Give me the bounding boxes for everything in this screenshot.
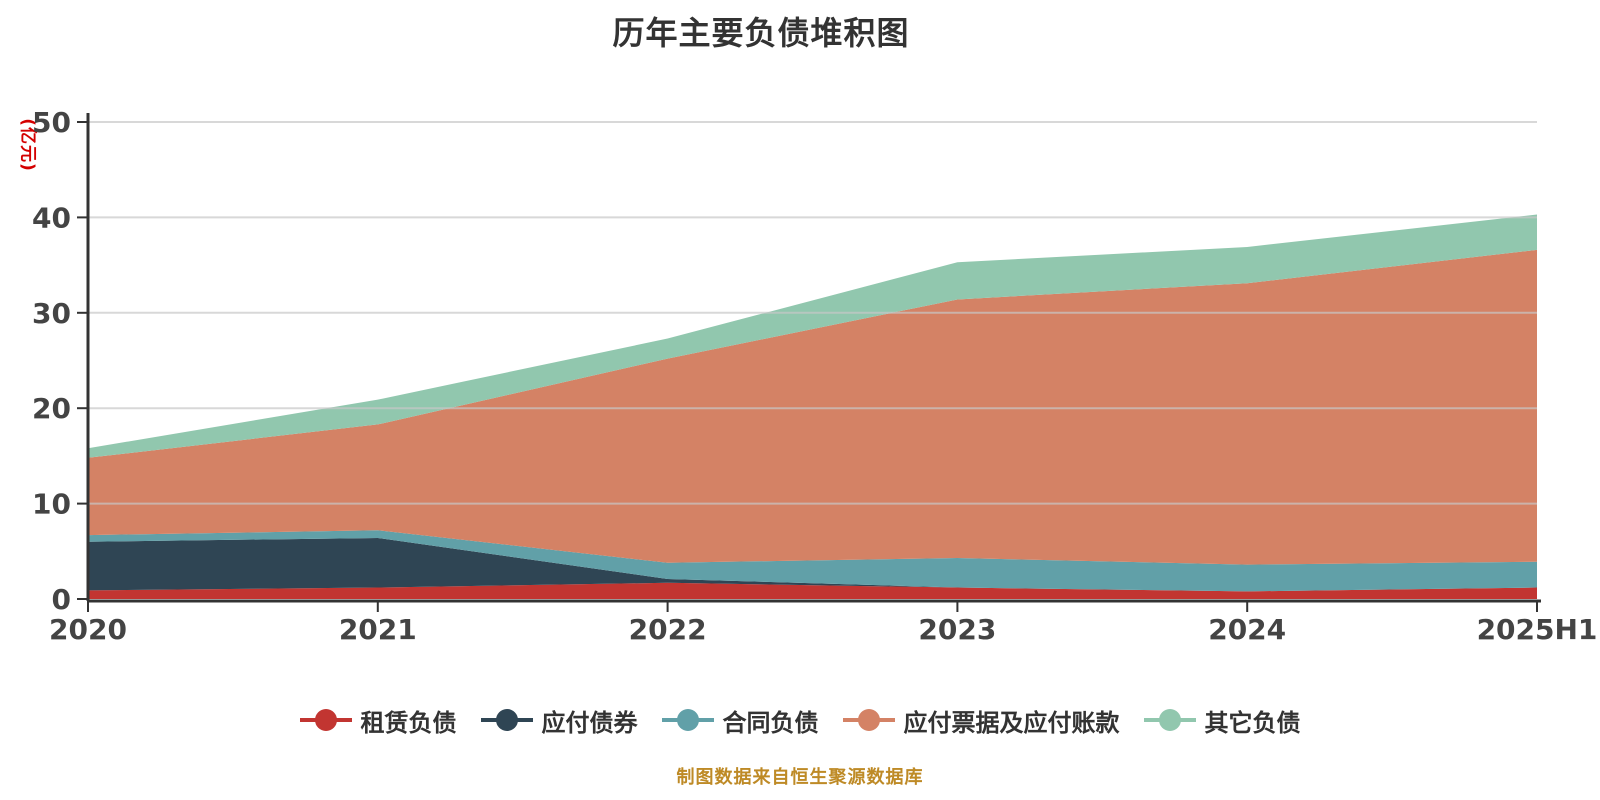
- legend-label: 租赁负债: [360, 708, 457, 737]
- legend-line-dot-icon: [480, 709, 533, 731]
- y-tick-label: 40: [32, 201, 71, 234]
- legend-line-dot-icon: [842, 709, 895, 731]
- area-series: [88, 530, 1537, 592]
- area-series: [88, 537, 1537, 592]
- legend-item-notes-accounts-payable[interactable]: 应付票据及应付账款: [842, 703, 1120, 738]
- y-tick-label: 20: [32, 392, 71, 425]
- legend-line-dot-icon: [1143, 709, 1196, 731]
- legend-label: 应付债券: [541, 708, 638, 737]
- legend-line-dot-icon: [661, 709, 714, 731]
- legend-item-contract-liabilities[interactable]: 合同负债: [661, 703, 819, 738]
- x-tick-label: 2024: [1208, 613, 1286, 646]
- area-series: [88, 582, 1537, 599]
- legend-label: 其它负债: [1204, 708, 1301, 737]
- y-tick-label: 0: [52, 583, 71, 616]
- x-tick-label: 2021: [339, 613, 417, 646]
- legend-item-other-liabilities[interactable]: 其它负债: [1143, 703, 1301, 738]
- legend-label: 应付票据及应付账款: [903, 708, 1120, 737]
- legend: 租赁负债 应付债券 合同负债 应付票据及应付账款: [0, 700, 1600, 740]
- area-series: [88, 214, 1537, 458]
- data-source-note: 制图数据来自恒生聚源数据库: [676, 767, 924, 788]
- y-tick-label: 30: [32, 297, 71, 330]
- legend-line-dot-icon: [299, 709, 352, 731]
- legend-item-bonds-payable[interactable]: 应付债券: [480, 703, 638, 738]
- legend-label: 合同负债: [722, 708, 819, 737]
- chart-title: 历年主要负债堆积图: [612, 14, 910, 52]
- y-tick-label: 10: [32, 488, 71, 521]
- x-tick-label: 2025H1: [1477, 613, 1598, 646]
- x-tick-label: 2022: [629, 613, 707, 646]
- x-tick-label: 2023: [918, 613, 996, 646]
- y-tick-label: 50: [32, 106, 71, 139]
- x-tick-label: 2020: [49, 613, 127, 646]
- legend-item-lease-liabilities[interactable]: 租赁负债: [299, 703, 457, 738]
